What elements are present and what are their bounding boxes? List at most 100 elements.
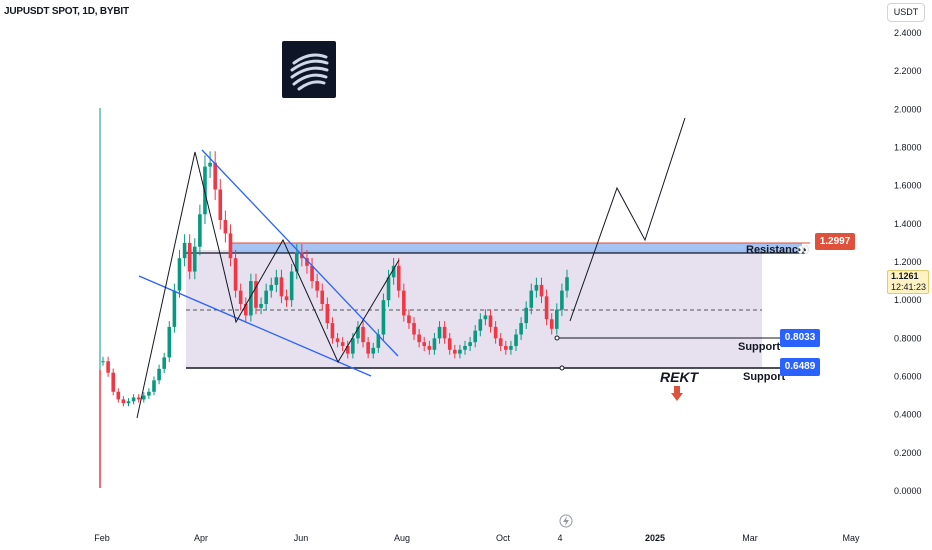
time-tick-label: Mar bbox=[742, 533, 758, 543]
candle-body bbox=[468, 342, 472, 346]
current-price-value: 1.1261 bbox=[891, 271, 919, 281]
support-label-1: Support bbox=[738, 341, 781, 353]
candle-body bbox=[218, 189, 223, 221]
candle-body bbox=[351, 338, 355, 354]
candle-body bbox=[376, 334, 381, 348]
price-axis[interactable]: 2.4000 2.2000 2.0000 1.8000 1.6000 1.4000 1.20… bbox=[894, 28, 922, 496]
candle-body bbox=[223, 220, 228, 234]
current-price-label: 1.1261 12:41:23 bbox=[887, 270, 929, 294]
candle-body bbox=[549, 319, 554, 329]
support-point-1 bbox=[554, 335, 560, 341]
candle-body bbox=[182, 242, 187, 259]
price-tick-label: 2.2000 bbox=[894, 66, 922, 76]
support-point-2 bbox=[559, 365, 565, 371]
price-tick-label: 1.8000 bbox=[894, 143, 922, 153]
candle-body bbox=[442, 326, 447, 339]
price-tick-label: 1.2000 bbox=[894, 257, 922, 267]
candle-body bbox=[192, 246, 197, 272]
candle-body bbox=[509, 345, 513, 350]
candle-body bbox=[473, 330, 478, 343]
candle-body bbox=[284, 296, 289, 301]
candle-body bbox=[162, 357, 166, 369]
projection-path bbox=[569, 117, 686, 322]
candle-body bbox=[238, 290, 243, 304]
candle-body bbox=[136, 397, 141, 400]
candle-body bbox=[157, 368, 161, 381]
currency-unit-button[interactable]: USDT bbox=[887, 3, 925, 22]
candle-body bbox=[381, 300, 386, 335]
candle-body bbox=[539, 284, 544, 297]
candle-body bbox=[294, 252, 299, 272]
price-tick-label: 2.0000 bbox=[894, 104, 922, 114]
time-axis[interactable]: Feb Apr Jun Aug Oct 4 2025 Mar May bbox=[94, 533, 860, 543]
candle-body bbox=[340, 342, 345, 346]
candle-body bbox=[264, 290, 268, 304]
candle-body bbox=[106, 361, 110, 373]
price-tick-label: 1.0000 bbox=[894, 295, 922, 305]
candle-body bbox=[172, 290, 177, 327]
candle-body bbox=[254, 281, 258, 308]
range-box bbox=[186, 250, 762, 368]
candle-body bbox=[534, 284, 539, 291]
price-tick-label: 0.0000 bbox=[894, 486, 922, 496]
candle-body bbox=[427, 345, 432, 350]
time-tick-label: Apr bbox=[194, 533, 208, 543]
wedge-upper-line bbox=[201, 149, 399, 357]
rekt-label: REKT bbox=[660, 369, 699, 385]
candle-body bbox=[514, 334, 518, 346]
candle-body bbox=[391, 265, 396, 278]
candle-body bbox=[488, 315, 493, 327]
candle-body bbox=[198, 214, 202, 247]
time-tick-label: Oct bbox=[496, 533, 511, 543]
candle-body bbox=[463, 345, 467, 350]
wedge-lower-line bbox=[138, 275, 372, 377]
candle-body bbox=[274, 277, 279, 285]
candle-body bbox=[432, 338, 437, 350]
candle-body bbox=[458, 349, 462, 354]
candle-body bbox=[498, 338, 503, 346]
candle-body bbox=[345, 345, 350, 354]
candle-body bbox=[213, 162, 217, 190]
candle-body bbox=[310, 265, 314, 282]
candle-body bbox=[305, 258, 309, 266]
candle-body bbox=[177, 258, 182, 291]
candle-body bbox=[203, 166, 207, 215]
time-tick-label: 2025 bbox=[645, 533, 665, 543]
price-tick-label: 0.4000 bbox=[894, 410, 922, 420]
candle-body bbox=[152, 380, 156, 392]
candle-body bbox=[555, 309, 559, 329]
resistance-band bbox=[230, 243, 802, 253]
candle-body bbox=[243, 303, 248, 316]
candle-body bbox=[529, 290, 534, 308]
candle-body bbox=[478, 319, 483, 331]
candle-body bbox=[519, 323, 523, 335]
candle-body bbox=[335, 338, 340, 343]
candles-layer bbox=[101, 151, 569, 407]
candle-body bbox=[453, 349, 457, 354]
candle-body bbox=[101, 361, 105, 363]
candle-body bbox=[412, 323, 416, 335]
candle-body bbox=[269, 284, 274, 291]
candle-body bbox=[422, 342, 427, 346]
candle-body bbox=[208, 162, 212, 167]
down-arrow-icon bbox=[671, 386, 683, 401]
price-tick-label: 1.4000 bbox=[894, 219, 922, 229]
candle-body bbox=[279, 277, 284, 297]
candle-body bbox=[371, 347, 376, 354]
price-tick-label: 0.8000 bbox=[894, 333, 922, 343]
candle-body bbox=[126, 401, 131, 404]
candle-body bbox=[356, 326, 360, 339]
candle-body bbox=[147, 391, 151, 396]
candle-body bbox=[320, 290, 325, 304]
candle-body bbox=[167, 326, 172, 358]
time-tick-label: Jun bbox=[294, 533, 309, 543]
zigzag-left bbox=[136, 151, 400, 419]
globe-icon bbox=[290, 53, 329, 91]
support-price-tag-2: 0.6489 bbox=[780, 358, 820, 376]
resistance-label: Resistance bbox=[746, 244, 805, 256]
bolt-icon[interactable] bbox=[559, 514, 573, 528]
price-tick-label: 0.2000 bbox=[894, 448, 922, 458]
support-price-tag-1: 0.8033 bbox=[780, 329, 820, 347]
candle-body bbox=[361, 326, 365, 343]
